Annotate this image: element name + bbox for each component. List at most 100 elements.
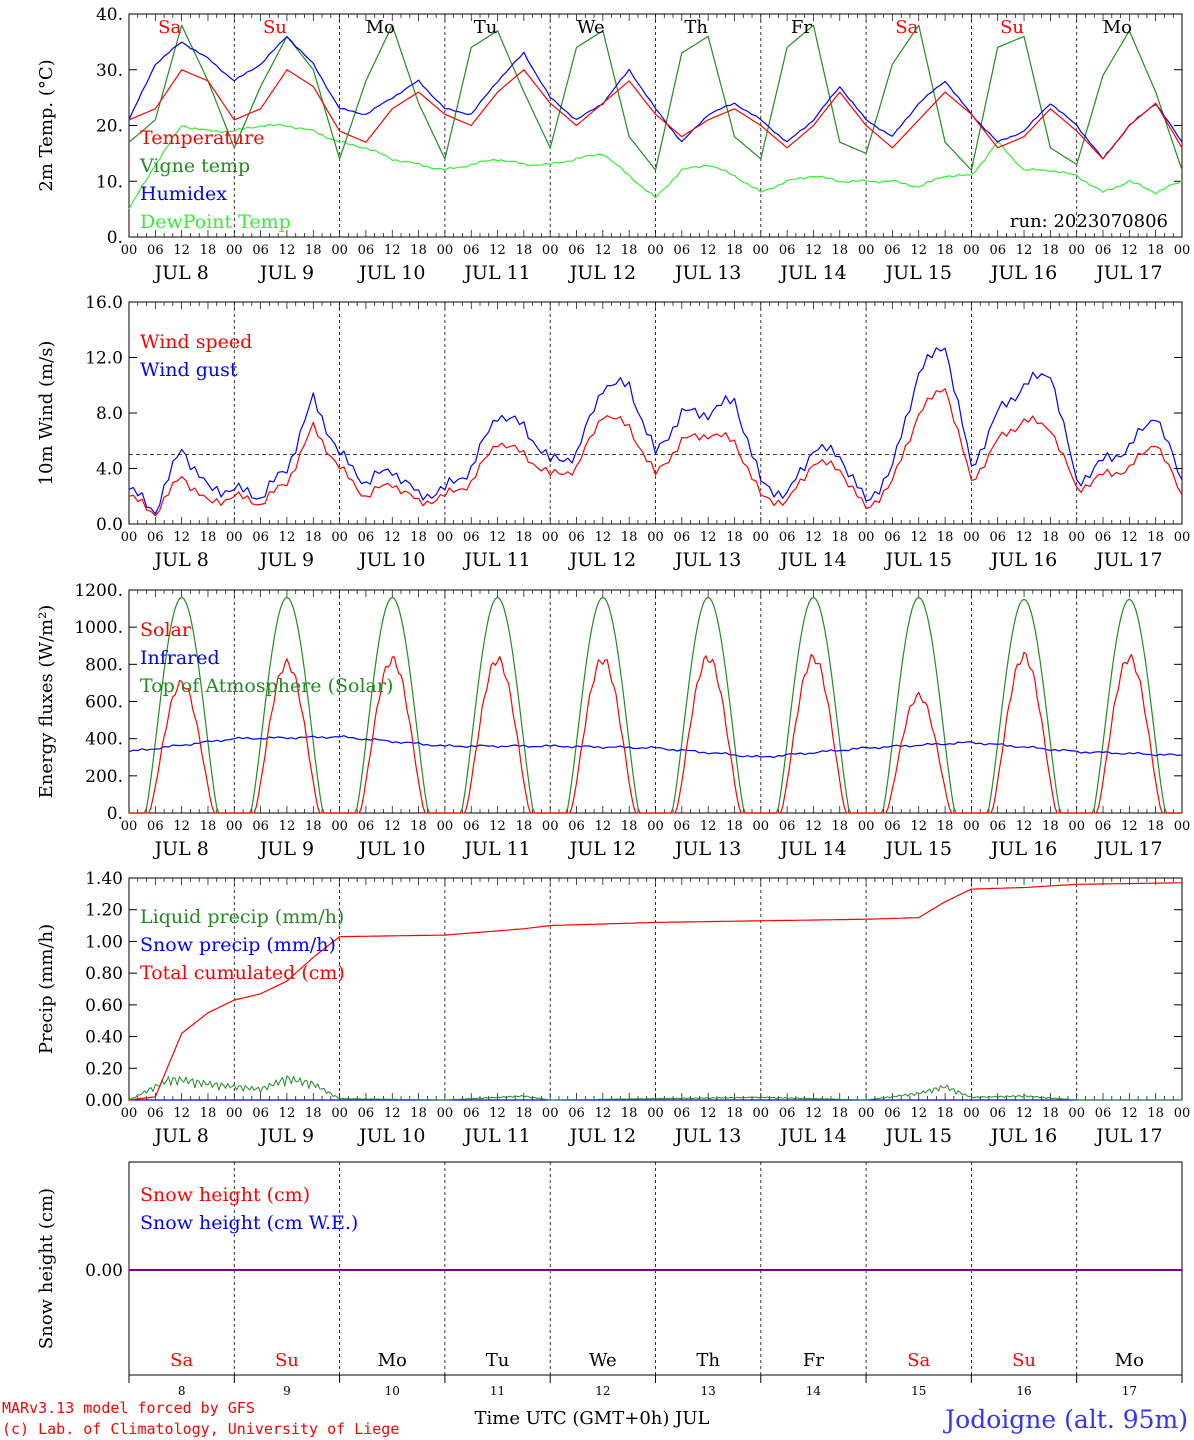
hour-label: 06 [779, 530, 796, 545]
hour-label: 18 [200, 530, 217, 545]
y-tick-label: 10. [96, 172, 123, 192]
day-name-bottom: Su [1012, 1350, 1036, 1371]
day-number-label: 16 [1016, 1384, 1031, 1398]
hour-label: 00 [542, 530, 559, 545]
y-tick-label: 16.0 [85, 293, 123, 313]
hour-label: 00 [1068, 1106, 1085, 1121]
humidex-line [128, 36, 1183, 160]
hour-label: 06 [252, 243, 269, 258]
hour-label: 06 [989, 1106, 1006, 1121]
hour-label: 00 [437, 243, 454, 258]
hour-label: 00 [1068, 530, 1085, 545]
infrared-line [128, 735, 1183, 759]
hour-label: 18 [937, 1106, 954, 1121]
hour-label: 00 [331, 530, 348, 545]
date-label: JUL 12 [568, 838, 636, 860]
panel-border [128, 13, 1183, 238]
hour-label: 18 [1042, 819, 1059, 834]
y-axis-label: 10m Wind (m/s) [36, 341, 57, 486]
hour-label: 06 [463, 243, 480, 258]
hour-label: 06 [358, 243, 375, 258]
y-tick-label: 0.00 [85, 1261, 123, 1281]
hour-label: 18 [832, 819, 849, 834]
hour-label: 12 [1016, 243, 1033, 258]
hour-label: 06 [779, 1106, 796, 1121]
hour-label: 12 [384, 1106, 401, 1121]
day-name-top: Tu [474, 17, 498, 38]
hour-label: 12 [173, 819, 190, 834]
y-tick-label: 0. [107, 228, 123, 248]
hour-label: 12 [279, 1106, 296, 1121]
hour-label: 12 [489, 243, 506, 258]
y-tick-label: 200. [85, 767, 123, 787]
wind-speed-line [128, 388, 1183, 517]
hour-label: 00 [226, 530, 243, 545]
y-tick-label: 1000. [74, 618, 123, 638]
hour-label: 00 [331, 1106, 348, 1121]
date-label: JUL 8 [152, 838, 208, 860]
hour-label: 18 [200, 243, 217, 258]
hour-label: 18 [621, 819, 638, 834]
date-label: JUL 16 [989, 1125, 1057, 1147]
day-name-bottom: Sa [170, 1350, 193, 1371]
date-label: JUL 8 [152, 549, 208, 571]
legend-entry: Top of Atmosphere (Solar) [140, 675, 393, 697]
legend-entry: Liquid precip (mm/h) [140, 906, 344, 928]
day-name-bottom: Su [275, 1350, 299, 1371]
hour-label: 18 [1042, 243, 1059, 258]
date-label: JUL 17 [1094, 549, 1162, 571]
hour-label: 06 [989, 819, 1006, 834]
hour-label: 12 [279, 819, 296, 834]
hour-label: 18 [726, 243, 743, 258]
panel-frames [128, 13, 1183, 1383]
hour-label: 12 [489, 530, 506, 545]
hour-label: 18 [1147, 243, 1164, 258]
panel-1 [128, 13, 1183, 238]
hour-label: 12 [279, 243, 296, 258]
hour-label: 06 [674, 530, 691, 545]
date-label: JUL 14 [778, 262, 846, 284]
day-name-bottom: Mo [378, 1350, 407, 1371]
hour-label: 12 [910, 530, 927, 545]
hour-label: 06 [463, 819, 480, 834]
date-label: JUL 13 [673, 838, 741, 860]
hour-label: 00 [121, 243, 138, 258]
hour-label: 06 [568, 243, 585, 258]
hour-label: 18 [832, 1106, 849, 1121]
date-label: JUL 8 [152, 262, 208, 284]
hour-label: 18 [937, 530, 954, 545]
hour-label: 18 [1147, 530, 1164, 545]
legend-entry: Snow height (cm) [140, 1184, 310, 1206]
date-label: JUL 12 [568, 1125, 636, 1147]
hour-label: 18 [516, 819, 533, 834]
hour-label: 18 [1147, 819, 1164, 834]
hour-label: 00 [121, 1106, 138, 1121]
date-label: JUL 11 [462, 549, 530, 571]
hour-label: 00 [753, 243, 770, 258]
y-tick-label: 1200. [74, 581, 123, 601]
hour-label: 12 [805, 819, 822, 834]
y-tick-label: 20. [96, 117, 123, 137]
hour-label: 18 [621, 1106, 638, 1121]
hour-label: 18 [621, 530, 638, 545]
legend-entry: DewPoint Temp [140, 211, 291, 233]
hour-label: 00 [858, 1106, 875, 1121]
legend-entry: Total cumulated (cm) [140, 962, 345, 984]
hour-label: 06 [252, 530, 269, 545]
y-axis-label: 2m Temp. (°C) [36, 59, 57, 191]
hour-label: 00 [858, 243, 875, 258]
y-tick-label: 0.20 [85, 1059, 123, 1079]
hour-label: 06 [1095, 819, 1112, 834]
hour-label: 00 [647, 530, 664, 545]
hour-label: 06 [989, 243, 1006, 258]
y-tick-label: 0.40 [85, 1028, 123, 1048]
date-label: JUL 16 [989, 549, 1057, 571]
legend-entry: Snow precip (mm/h) [140, 934, 336, 956]
hour-label: 00 [1174, 530, 1191, 545]
y-axis [129, 13, 1182, 238]
date-label: JUL 16 [989, 838, 1057, 860]
hour-label: 12 [1121, 1106, 1138, 1121]
day-name-bottom: Sa [907, 1350, 930, 1371]
wind-gust-line [128, 347, 1183, 515]
y-axis [129, 589, 1182, 814]
